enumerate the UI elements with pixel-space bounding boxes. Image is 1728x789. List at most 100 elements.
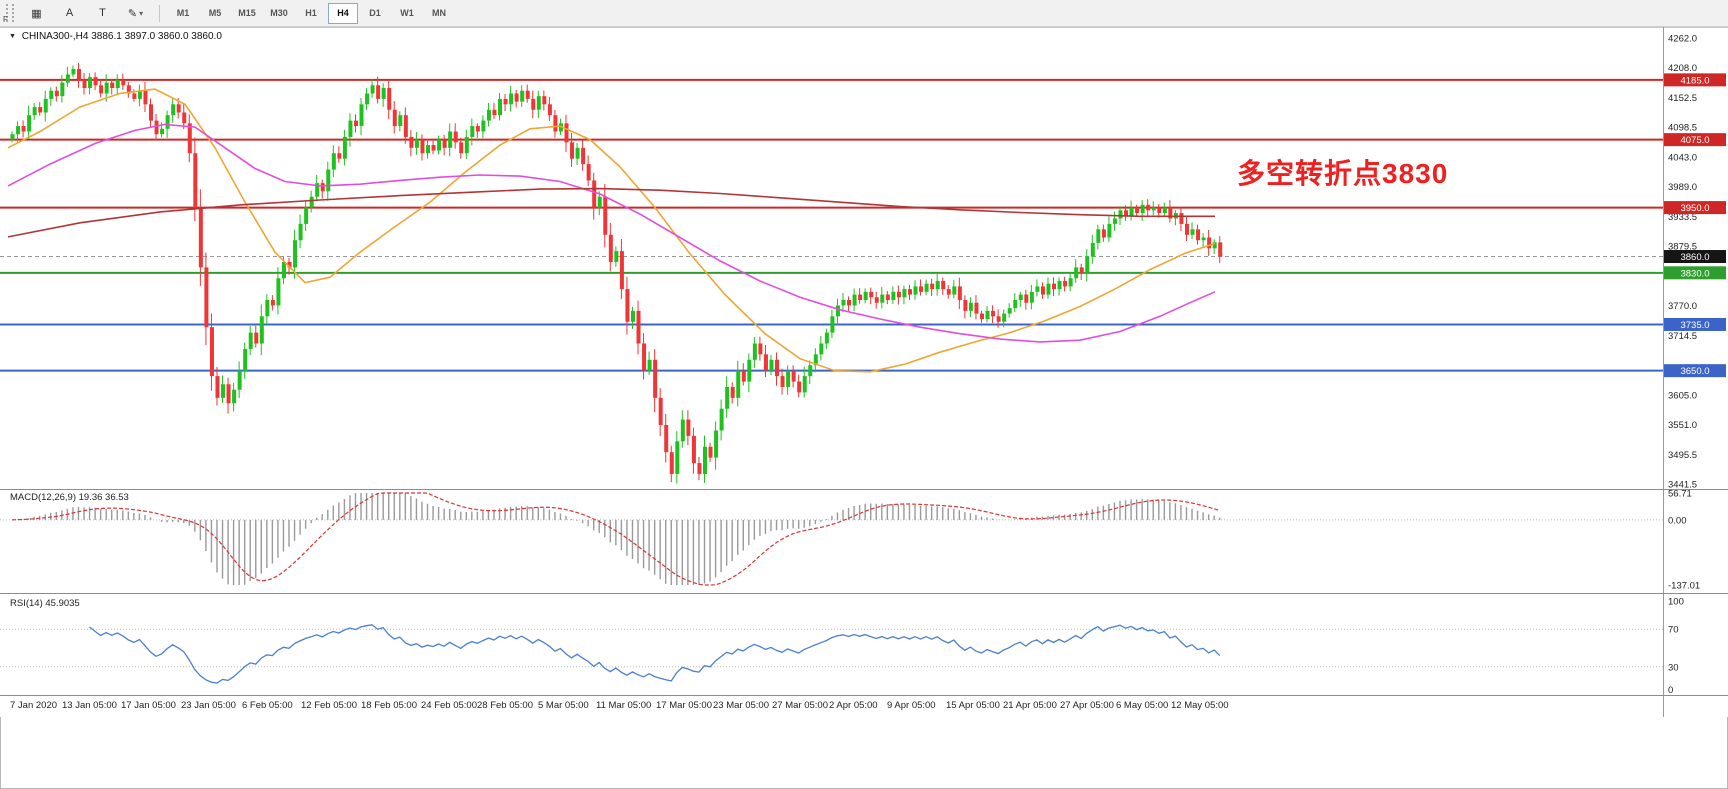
candle-body <box>752 343 757 360</box>
candle-body <box>1218 242 1223 257</box>
candle-body <box>1101 229 1106 238</box>
current-price-badge-label: 3860.0 <box>1680 252 1709 263</box>
time-axis-label: 15 Apr 05:00 <box>946 700 1000 711</box>
chart-title: ▼ CHINA300-,H4 3886.1 3897.0 3860.0 3860… <box>9 31 222 42</box>
price-level-badge-label: 3650.0 <box>1680 366 1709 377</box>
candle-body <box>154 120 159 135</box>
candle-body <box>1124 210 1129 216</box>
grid-tool-button[interactable]: ▦ <box>21 2 52 25</box>
candle-body <box>1135 207 1140 214</box>
candle-body <box>331 153 336 170</box>
candle-body <box>93 77 98 86</box>
candle-body <box>570 142 575 159</box>
candle-body <box>38 107 43 113</box>
candle-body <box>520 90 525 102</box>
candle-body <box>1212 242 1217 249</box>
candle-body <box>298 223 303 241</box>
candle-body <box>1118 210 1123 219</box>
timeframe-button-w1[interactable]: W1 <box>400 7 414 18</box>
grid-icon: ▦ <box>31 7 42 20</box>
candle-body <box>387 88 392 110</box>
candle-body <box>786 370 791 387</box>
time-axis-label: 17 Mar 05:00 <box>656 700 712 711</box>
time-axis-label: 24 Feb 05:00 <box>421 700 477 711</box>
pencil-icon: ✎ <box>127 7 138 20</box>
price-tick-label: 4152.5 <box>1668 93 1697 104</box>
symbol-dropdown-icon[interactable]: ▼ <box>9 33 16 40</box>
timeframe-button-d1[interactable]: D1 <box>369 7 381 18</box>
candle-body <box>957 286 962 301</box>
text-tool-button[interactable]: A <box>54 2 85 25</box>
candle-body <box>642 343 647 371</box>
candle-body <box>736 370 741 398</box>
candle-body <box>775 359 780 377</box>
candle-body <box>758 343 763 355</box>
style-tool-button[interactable]: ✎ ▾ <box>120 2 151 25</box>
timeframe-button-m5[interactable]: M5 <box>208 7 222 18</box>
timeframe-button-m1[interactable]: M1 <box>176 7 190 18</box>
chart-annotation-text[interactable]: 多空转折点3830 <box>1237 158 1449 189</box>
price-tick-label: 4208.0 <box>1668 63 1697 74</box>
candle-body <box>930 283 935 290</box>
frame-tool-button[interactable]: T <box>87 2 118 25</box>
candle-body <box>869 291 874 298</box>
candle-body <box>1196 229 1201 241</box>
candle-body <box>115 79 120 89</box>
candle-body <box>481 120 486 132</box>
candle-body <box>968 302 973 311</box>
candle-body <box>359 104 364 127</box>
candle-body <box>891 291 896 301</box>
candle-body <box>381 88 386 99</box>
time-axis-label: 2 Apr 05:00 <box>829 700 878 711</box>
time-axis-label: 23 Jan 05:00 <box>181 700 236 711</box>
candle-body <box>420 139 425 154</box>
price-level-badge <box>1664 73 1726 87</box>
candle-body <box>232 389 237 404</box>
candle-body <box>1207 237 1212 249</box>
time-axis-label: 27 Mar 05:00 <box>772 700 828 711</box>
price-tick-label: 3495.5 <box>1668 450 1697 461</box>
candle-body <box>149 104 153 121</box>
candle-body <box>985 310 990 320</box>
timeframe-button-h4[interactable]: H4 <box>328 2 358 24</box>
candle-body <box>254 332 259 344</box>
candle-body <box>54 90 59 97</box>
candle-body <box>996 316 1001 322</box>
candle-body <box>287 261 292 268</box>
candle-body <box>459 142 464 154</box>
timeframe-button-m30[interactable]: M30 <box>270 7 288 18</box>
candle-body <box>1090 242 1095 257</box>
candle-body <box>326 169 331 192</box>
candle-body <box>664 425 669 453</box>
candle-body <box>896 291 901 298</box>
candle-body <box>791 370 796 382</box>
candle-body <box>1018 294 1023 301</box>
time-axis-label: 27 Apr 05:00 <box>1060 700 1114 711</box>
price-chart[interactable]: 4262.0 4208.0 4152.5 4098.5 4043.0 3989.0 3933… <box>0 27 1728 789</box>
candle-body <box>874 297 879 303</box>
toolbar-grip[interactable] <box>6 4 14 22</box>
price-tick-label: 3879.5 <box>1668 241 1697 252</box>
candle-body <box>403 115 408 137</box>
candle-body <box>730 386 735 398</box>
candle-body <box>509 93 514 105</box>
candle-body <box>426 145 430 154</box>
timeframe-button-h1[interactable]: H1 <box>305 7 317 18</box>
candle-body <box>780 376 785 387</box>
candle-body <box>1074 267 1079 279</box>
candle-body <box>719 408 724 431</box>
candle-body <box>1079 267 1084 273</box>
candle-body <box>880 294 885 303</box>
candle-body <box>43 98 48 113</box>
candle-body <box>1007 308 1012 314</box>
rsi-line <box>89 624 1221 684</box>
macd-signal-line <box>11 492 1220 586</box>
candle-body <box>176 104 181 113</box>
candle-body <box>1063 280 1068 287</box>
timeframe-button-m15[interactable]: M15 <box>238 7 256 18</box>
candle-body <box>935 280 940 290</box>
timeframe-button-mn[interactable]: MN <box>432 7 446 18</box>
price-tick-label: 4098.5 <box>1668 122 1697 133</box>
dock-label: F <box>3 15 8 24</box>
candle-body <box>121 79 126 86</box>
